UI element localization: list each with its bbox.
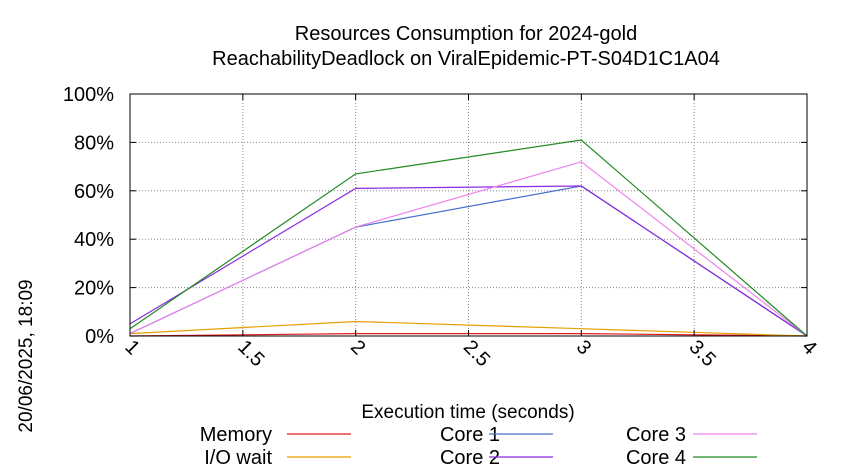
legend-label: Core 4 xyxy=(626,447,686,469)
y-tick-label: 100% xyxy=(63,84,114,106)
x-tick-label: 4 xyxy=(797,336,820,359)
legend-label: I/O wait xyxy=(204,447,272,469)
x-axis-label: Execution time (seconds) xyxy=(361,402,574,423)
y-tick-label: 60% xyxy=(74,181,114,203)
chart-subtitle: ReachabilityDeadlock on ViralEpidemic-PT… xyxy=(212,48,720,70)
y-tick-label: 0% xyxy=(85,326,114,348)
y-tick-label: 20% xyxy=(74,278,114,300)
series-line-core-4 xyxy=(129,139,808,337)
chart-title: Resources Consumption for 2024-gold xyxy=(295,23,637,45)
x-tick-label: 2 xyxy=(346,336,369,359)
timestamp-label: 20/06/2025, 18:09 xyxy=(16,279,37,432)
series-line-core-2 xyxy=(129,185,808,337)
legend-label: Core 2 xyxy=(440,447,500,469)
legend-label: Memory xyxy=(200,424,272,446)
y-tick-label: 40% xyxy=(74,229,114,251)
x-axis: 1 1.5 2 2.5 3 3.5 4 xyxy=(120,94,821,371)
legend-label: Core 3 xyxy=(626,424,686,446)
x-tick-label: 1 xyxy=(120,336,143,359)
x-tick-label: 3.5 xyxy=(685,336,720,371)
legend-label: Core 1 xyxy=(440,424,500,446)
y-axis: 0% 20% 40% 60% 80% 100% xyxy=(63,84,807,348)
x-tick-label: 1.5 xyxy=(233,336,268,371)
series-line-core-3 xyxy=(129,161,808,337)
x-tick-label: 2.5 xyxy=(459,336,494,371)
x-tick-label: 3 xyxy=(572,336,595,359)
y-tick-label: 80% xyxy=(74,132,114,154)
grid xyxy=(130,94,807,336)
